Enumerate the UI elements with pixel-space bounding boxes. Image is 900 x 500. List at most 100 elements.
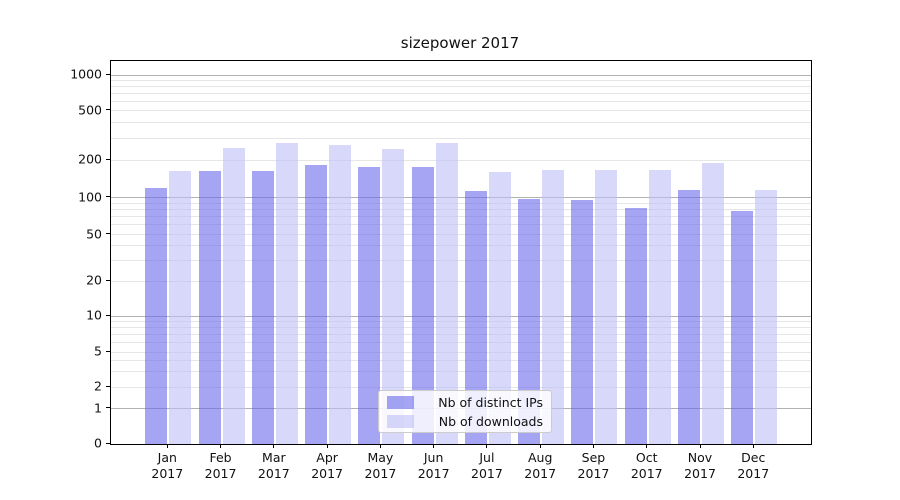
y-tick-mark <box>106 73 110 75</box>
y-tick-label: 0 <box>94 435 102 451</box>
bar-distinct-ips <box>411 166 434 444</box>
minor-gridline <box>111 234 811 235</box>
y-tick-label: 1 <box>94 400 102 415</box>
y-tick-mark <box>106 442 110 444</box>
x-tick-label: Feb 2017 <box>204 450 237 481</box>
y-tick-label: 50 <box>86 226 102 241</box>
y-tick-mark <box>106 385 110 387</box>
bar-distinct-ips <box>731 210 754 444</box>
bar-downloads <box>169 171 192 444</box>
minor-gridline <box>111 92 811 94</box>
bar-downloads <box>702 162 724 444</box>
plot-area <box>110 60 812 445</box>
bar-downloads <box>329 144 352 444</box>
bar-distinct-ips <box>518 199 541 444</box>
y-tick-mark <box>106 314 110 316</box>
minor-gridline <box>111 85 811 87</box>
x-tick-label: Aug 2017 <box>524 450 557 481</box>
bar-downloads <box>595 170 618 444</box>
y-tick-mark <box>106 279 110 281</box>
x-tick-mark <box>592 444 594 448</box>
bar-distinct-ips <box>305 164 328 444</box>
y-tick-label: 2 <box>94 378 102 394</box>
x-tick-mark <box>699 444 701 448</box>
major-gridline <box>111 315 811 317</box>
legend-item-downloads: Nb of downloads <box>385 414 545 429</box>
minor-gridline <box>111 334 811 336</box>
bar-downloads <box>275 142 298 444</box>
x-tick-mark <box>220 444 222 448</box>
minor-gridline <box>111 159 811 161</box>
minor-gridline <box>111 137 811 139</box>
x-tick-mark <box>379 444 381 448</box>
bar-distinct-ips <box>464 191 487 444</box>
minor-gridline <box>111 259 811 261</box>
major-gridline <box>111 197 811 199</box>
x-tick-label: Sep 2017 <box>577 450 610 481</box>
bar-distinct-ips <box>571 200 594 444</box>
bar-distinct-ips <box>251 171 274 444</box>
minor-gridline <box>111 360 811 362</box>
bar-distinct-ips <box>145 187 168 444</box>
minor-gridline <box>111 371 811 372</box>
y-tick-label: 500 <box>78 102 102 117</box>
x-tick-mark <box>646 444 648 448</box>
minor-gridline <box>111 351 811 353</box>
x-tick-mark <box>166 444 168 448</box>
minor-gridline <box>111 122 811 124</box>
legend-label-distinct-ips: Nb of distinct IPs <box>438 394 543 410</box>
y-tick-label: 10 <box>86 307 102 323</box>
y-tick-mark <box>106 350 110 352</box>
minor-gridline <box>111 386 811 388</box>
legend-label-downloads: Nb of downloads <box>438 413 543 429</box>
x-tick-label: Apr 2017 <box>311 450 344 481</box>
y-tick-mark <box>106 196 110 198</box>
y-tick-label: 20 <box>86 272 102 288</box>
minor-gridline <box>111 216 811 218</box>
bar-distinct-ips <box>624 208 647 444</box>
x-tick-mark <box>539 444 541 448</box>
minor-gridline <box>111 209 811 211</box>
minor-gridline <box>111 100 811 102</box>
minor-gridline <box>111 79 811 81</box>
bar-downloads <box>488 172 511 444</box>
chart-title: sizepower 2017 <box>400 34 520 52</box>
minor-gridline <box>111 280 811 282</box>
minor-gridline <box>111 320 811 322</box>
x-tick-label: May 2017 <box>364 450 397 481</box>
legend-item-distinct-ips: Nb of distinct IPs <box>385 395 545 410</box>
x-tick-mark <box>273 444 275 448</box>
y-tick-mark <box>106 407 110 408</box>
x-tick-label: Mar 2017 <box>257 450 290 481</box>
x-tick-label: Dec 2017 <box>737 450 770 481</box>
bar-distinct-ips <box>198 171 221 444</box>
y-tick-mark <box>106 109 110 110</box>
y-tick-mark <box>106 233 110 234</box>
x-tick-label: Nov 2017 <box>684 450 716 481</box>
bar-distinct-ips <box>678 189 700 444</box>
y-tick-label: 5 <box>94 343 102 359</box>
x-tick-label: Jul 2017 <box>471 450 503 481</box>
minor-gridline <box>111 224 811 226</box>
minor-gridline <box>111 342 811 344</box>
x-tick-label: Jun 2017 <box>417 450 450 481</box>
legend-swatch-distinct-ips <box>387 395 414 409</box>
y-tick-label: 200 <box>78 151 102 167</box>
x-tick-mark <box>326 444 328 448</box>
legend: Nb of distinct IPs Nb of downloads <box>378 390 552 433</box>
bar-downloads <box>755 190 778 444</box>
bar-downloads <box>542 170 565 444</box>
x-tick-mark <box>752 444 754 448</box>
minor-gridline <box>111 202 811 204</box>
x-tick-mark <box>486 444 488 448</box>
y-tick-mark <box>106 158 110 160</box>
y-tick-label: 100 <box>78 189 102 205</box>
x-tick-label: Jan 2017 <box>151 450 184 481</box>
bar-downloads <box>382 149 405 444</box>
bar-downloads <box>222 147 245 444</box>
x-tick-mark <box>433 444 435 448</box>
minor-gridline <box>111 327 811 329</box>
major-gridline <box>111 74 811 76</box>
y-tick-label: 1000 <box>70 66 102 82</box>
